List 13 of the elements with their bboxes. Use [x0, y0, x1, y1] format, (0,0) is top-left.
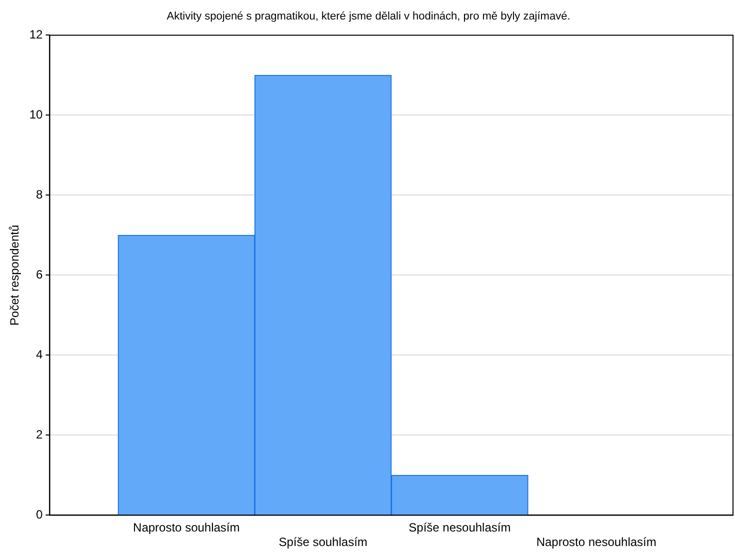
x-tick-label: Naprosto nesouhlasím	[536, 535, 656, 550]
y-tick-label: 0	[36, 508, 44, 522]
y-tick-label: 8	[36, 188, 44, 202]
y-tick-label: 12	[29, 28, 44, 42]
x-tick-label: Spíše souhlasím	[278, 535, 368, 550]
y-tick-label: 4	[36, 348, 44, 362]
y-tick-label: 6	[36, 268, 44, 282]
x-tick-label: Naprosto souhlasím	[133, 520, 240, 535]
y-axis-title: Počet respondentů	[8, 224, 22, 326]
y-tick-label: 10	[29, 108, 44, 122]
y-tick-label: 2	[36, 428, 44, 442]
chart-title: Aktivity spojené s pragmatikou, které jsme dělali v hodinách, pro mě byly zajímavé.	[166, 10, 570, 23]
x-tick-label: Spíše nesouhlasím	[408, 520, 511, 535]
